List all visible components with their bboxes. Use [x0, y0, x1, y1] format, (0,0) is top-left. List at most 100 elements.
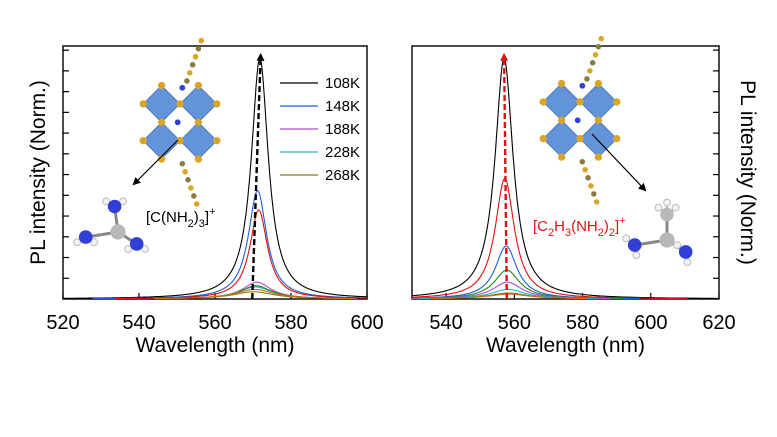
halide-atom [139, 100, 147, 108]
legend-label: 148K [325, 98, 360, 115]
formula-part: + [619, 215, 625, 227]
halide-atom [194, 118, 203, 126]
chain-atom [593, 199, 600, 205]
carbon-atom [659, 232, 675, 248]
x-tick-label: 600 [350, 312, 383, 334]
chain-atom [591, 191, 597, 197]
formula-part: (NH [571, 218, 598, 235]
halide-atom [157, 155, 166, 163]
halide-atom [213, 137, 221, 145]
formula-part: ] [615, 218, 619, 235]
x-tick-label: 520 [46, 312, 79, 334]
formula-part: [C(NH [146, 209, 188, 226]
hydrogen-atom [102, 197, 110, 206]
trend-arrow [500, 52, 509, 300]
carbon-atom [110, 224, 126, 240]
cation-atom [574, 117, 581, 124]
hydrogen-atom [671, 203, 680, 212]
formula-part: ] [205, 209, 209, 226]
formula-part: ) [194, 209, 199, 226]
cation-atom [579, 82, 586, 89]
formula-part: [C [533, 218, 548, 235]
halide-atom [176, 100, 184, 108]
legend-label: 108K [325, 75, 360, 92]
hydrogen-atom [654, 203, 663, 212]
chain-atom [584, 76, 590, 82]
x-tick-label: 560 [198, 312, 231, 334]
cation-atom [179, 84, 186, 91]
pointer-arrow [591, 133, 647, 192]
y-axis-title: PL intensity (Norm.) [736, 80, 759, 265]
series-line [412, 177, 688, 300]
formula-part: 3 [565, 227, 571, 239]
chain-atom [595, 43, 602, 50]
cation-formula: [C2H3(NH2)2]+ [533, 215, 626, 239]
chain-atom [598, 35, 605, 42]
octahedron-shape [579, 119, 618, 158]
formula-part: 2 [188, 218, 194, 230]
nitrogen-atom [107, 199, 122, 214]
octahedron-shape [542, 82, 581, 121]
halide-atom [213, 100, 221, 108]
pointer-arrow [132, 139, 179, 186]
chain-atom [184, 78, 190, 84]
hydrogen-atom [73, 238, 82, 247]
nitrogen-atom [678, 245, 693, 259]
chain-atom [185, 177, 191, 183]
halide-atom [576, 98, 584, 106]
octahedron-shape [542, 119, 581, 158]
halide-atom [194, 155, 203, 163]
formula-part: 2 [548, 227, 554, 239]
nitrogen-atom [627, 238, 642, 252]
chain-atom [179, 160, 186, 167]
hydrogen-atom [673, 241, 682, 250]
formula-part: 2 [609, 227, 615, 239]
carbon-atom [660, 207, 674, 222]
halide-atom [157, 81, 166, 90]
hydrogen-atom [663, 198, 671, 207]
halide-atom [594, 116, 603, 124]
y-axis-title: PL intensity (Norm.) [27, 80, 50, 265]
halide-atom [594, 79, 603, 88]
halide-atom [557, 116, 566, 124]
formula-part: ) [604, 218, 609, 235]
halide-atom [576, 135, 584, 143]
x-tick-label: 620 [702, 312, 735, 334]
chain-atom [589, 60, 596, 66]
legend-label: 228K [325, 144, 360, 161]
x-tick-label: 540 [122, 312, 155, 334]
chain-atom [587, 68, 593, 74]
legend-label: 188K [325, 121, 360, 138]
octahedron-shape [179, 84, 218, 123]
halide-atom [594, 153, 603, 161]
plot-frame [62, 45, 368, 300]
series-line [432, 293, 586, 300]
chain-atom [191, 193, 197, 199]
halide-atom [539, 98, 547, 106]
x-tick-label: 580 [274, 312, 307, 334]
chain-atom [182, 168, 188, 175]
chain-atom [193, 201, 200, 207]
hydrogen-atom [622, 234, 631, 243]
halide-atom [557, 153, 566, 161]
chain-atom [579, 158, 586, 165]
x-tick-label: 580 [566, 312, 599, 334]
chain-atom [592, 51, 599, 58]
chain-atom [588, 183, 594, 189]
formula-part: 2 [598, 227, 604, 239]
nitrogen-atom [129, 237, 144, 251]
x-axis-title: Wavelength (nm) [486, 334, 645, 357]
formula-part: + [209, 206, 215, 218]
left-panel: 520 540 560 580 600 Wavelength (nm) PL intensi… [27, 37, 384, 357]
x-axis-title: Wavelength (nm) [135, 334, 294, 357]
hydrogen-atom [141, 245, 150, 253]
cation-atom [174, 119, 181, 126]
chain-atom [189, 62, 196, 68]
x-tick-label: 540 [429, 312, 462, 334]
halide-atom [613, 135, 621, 143]
chain-atom [585, 175, 591, 181]
halide-atom [557, 79, 566, 88]
hydrogen-atom [119, 197, 127, 206]
trend-arrow [251, 52, 265, 300]
hydrogen-atom [632, 251, 641, 260]
